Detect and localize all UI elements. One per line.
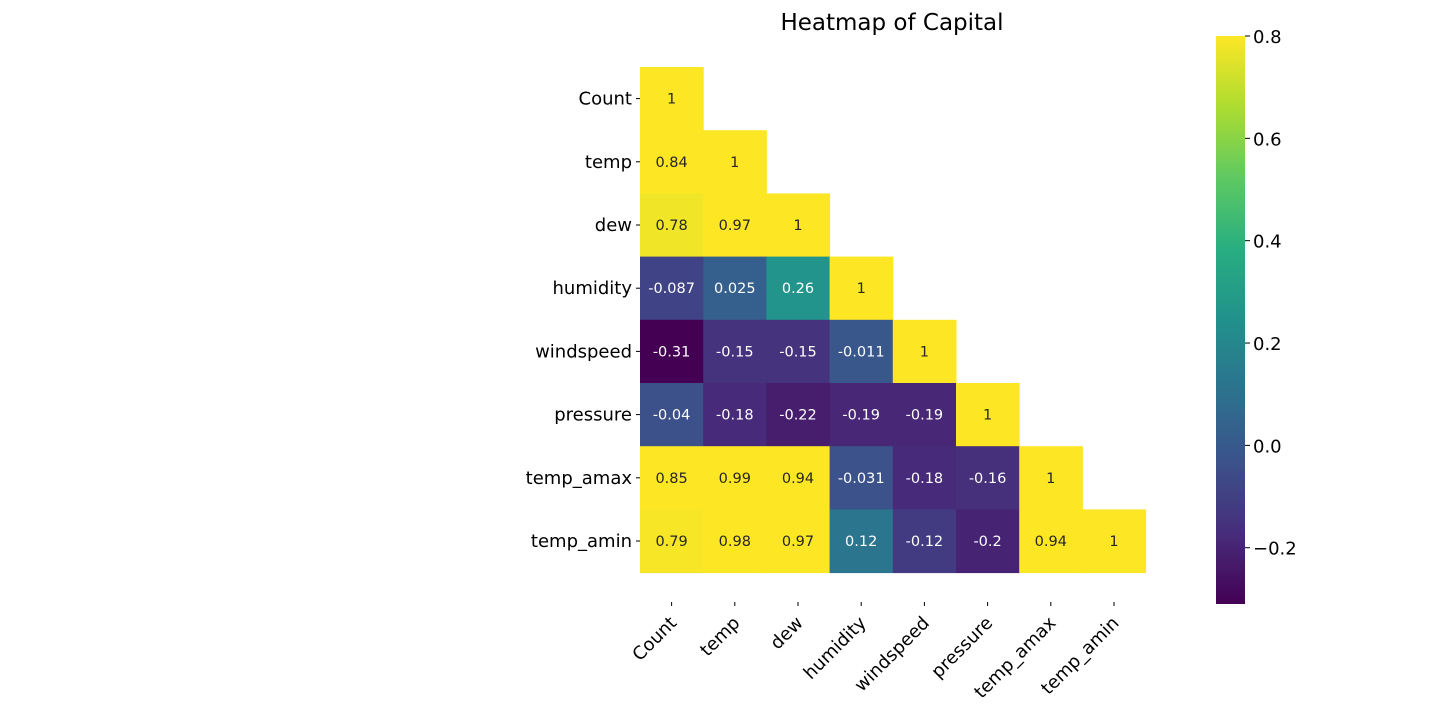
cell-value-label: 0.26	[782, 281, 814, 297]
heatmap-cell	[640, 193, 704, 258]
heatmap-cell	[703, 509, 767, 574]
row-tick-label: temp_amin	[531, 531, 632, 552]
heatmap-cell	[829, 509, 894, 574]
cell-value-label: 1	[667, 92, 676, 108]
heatmap-cell	[1019, 446, 1083, 510]
heatmap-cell	[892, 446, 957, 510]
chart-title: Heatmap of Capital	[780, 10, 1003, 36]
heatmap-cell	[1082, 509, 1147, 574]
cell-value-label: 0.97	[719, 218, 751, 234]
row-tick-label: humidity	[553, 278, 633, 299]
heatmap-cell	[640, 256, 704, 321]
heatmap-cell	[892, 319, 957, 384]
cell-value-label: 0.85	[655, 471, 687, 487]
heatmap-cell	[640, 509, 704, 574]
col-tick-label: temp	[696, 613, 744, 661]
heatmap-cell	[829, 446, 894, 510]
heatmap-cell	[1019, 509, 1083, 574]
heatmap-cell	[956, 446, 1020, 510]
heatmap-cell	[703, 130, 767, 194]
cell-value-label: -0.19	[906, 408, 944, 424]
cell-value-label: -0.31	[653, 344, 691, 360]
heatmap-cell	[766, 446, 831, 510]
cell-value-label: 1	[920, 344, 929, 360]
heatmap-cell	[766, 319, 831, 384]
cell-value-label: 1	[793, 218, 802, 234]
col-tick-label: Count	[628, 613, 681, 666]
heatmap-cell	[640, 319, 704, 384]
heatmap-cell	[956, 383, 1020, 447]
cell-value-label: -0.12	[906, 534, 944, 550]
cell-value-label: -0.16	[969, 471, 1007, 487]
row-tick-labels: Count temp dew humidity windspeed pressure tem…	[526, 89, 640, 552]
cell-value-label: 0.99	[719, 471, 751, 487]
cell-value-label: -0.18	[716, 408, 754, 424]
heatmap-cell	[640, 446, 704, 510]
cell-value-label: -0.04	[653, 408, 691, 424]
heatmap-cell	[766, 193, 831, 258]
cell-value-label: -0.18	[906, 471, 944, 487]
cell-value-label: 0.94	[782, 471, 814, 487]
cell-value-label: 0.98	[719, 534, 751, 550]
heatmap-cell	[829, 383, 894, 447]
col-tick-label: dew	[766, 613, 807, 654]
heatmap-cell	[766, 383, 831, 447]
cell-value-label: 1	[730, 155, 739, 171]
heatmap-cell	[640, 383, 704, 447]
cell-value-label: -0.22	[779, 408, 817, 424]
colorbar-tick-label: 0.0	[1253, 436, 1282, 457]
cell-value-label: -0.087	[648, 281, 695, 297]
colorbar-tick-labels: 0.8 0.6 0.4 0.2 0.0 −0.2	[1245, 27, 1297, 560]
colorbar-tick-label: 0.4	[1253, 232, 1282, 253]
heatmap-cell	[766, 509, 831, 574]
cell-value-label: -0.031	[838, 471, 885, 487]
colorbar-tick-label: 0.8	[1253, 27, 1282, 48]
cell-value-label: 0.12	[845, 534, 877, 550]
heatmap-cell	[892, 509, 957, 574]
colorbar-tick-label: −0.2	[1253, 539, 1297, 560]
cell-value-label: -0.2	[973, 534, 1001, 550]
cell-value-label: 0.78	[655, 218, 687, 234]
colorbar	[1216, 36, 1245, 604]
cell-value-label: -0.011	[838, 344, 885, 360]
cell-value-label: 1	[983, 408, 992, 424]
cell-value-label: 1	[857, 281, 866, 297]
cell-value-label: -0.15	[716, 344, 754, 360]
heatmap-cell	[703, 383, 767, 447]
colorbar-tick-label: 0.2	[1253, 334, 1282, 355]
cell-value-label: -0.19	[842, 408, 880, 424]
cell-value-label: 0.79	[655, 534, 687, 550]
row-tick-label: pressure	[554, 405, 632, 426]
cell-value-label: -0.15	[779, 344, 817, 360]
heatmap-cell	[703, 319, 767, 384]
heatmap-cell	[640, 130, 704, 194]
heatmap-cell	[640, 67, 704, 131]
heatmap-cells: 1 0.84 1 0.78 0.97 1 -0.087 0.025 0.26 1 -0.31 -0.1…	[640, 67, 1147, 574]
row-tick-label: temp_amax	[526, 468, 633, 489]
column-tick-labels: Count temp dewhumiditywindspeedpressuretem…	[628, 602, 1124, 703]
heatmap-cell	[829, 256, 894, 321]
cell-value-label: 0.94	[1035, 534, 1067, 550]
heatmap-cell	[703, 446, 767, 510]
colorbar-tick-label: 0.6	[1253, 129, 1282, 150]
heatmap-cell	[956, 509, 1020, 574]
heatmap-cell	[703, 193, 767, 258]
cell-value-label: 0.025	[714, 281, 756, 297]
heatmap-cell	[766, 256, 831, 321]
row-tick-label: temp	[585, 152, 632, 173]
cell-value-label: 1	[1046, 471, 1055, 487]
row-tick-label: Count	[579, 89, 632, 110]
row-tick-label: windspeed	[535, 341, 632, 362]
heatmap-cell	[829, 319, 894, 384]
cell-value-label: 0.84	[655, 155, 687, 171]
cell-value-label: 0.97	[782, 534, 814, 550]
row-tick-label: dew	[595, 215, 632, 236]
cell-value-label: 1	[1109, 534, 1118, 550]
heatmap-cell	[892, 383, 957, 447]
heatmap-cell	[703, 256, 767, 321]
